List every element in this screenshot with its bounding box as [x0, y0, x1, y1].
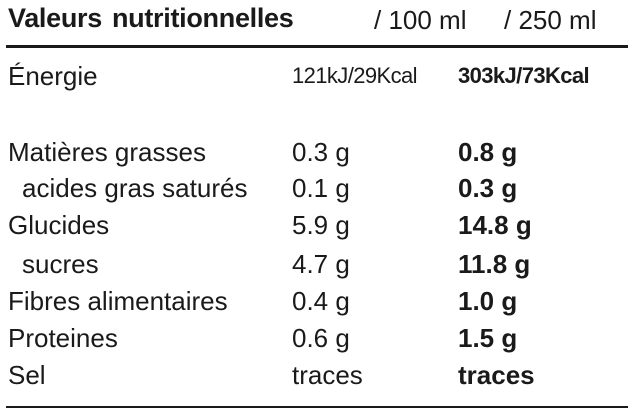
column-header-per-250ml: / 250 ml: [504, 5, 597, 35]
value-per-100ml: 4.7 g: [292, 249, 350, 279]
value-per-100ml: 5.9 g: [292, 210, 350, 240]
value-per-250ml: 303kJ/73Kcal: [458, 63, 590, 88]
table-row-saturated-fat: acides gras saturés 0.1 g 0.3 g: [0, 170, 630, 206]
table-row-fibre: Fibres alimentaires 0.4 g 1.0 g: [0, 283, 630, 319]
row-label: sucres: [22, 249, 99, 279]
row-label: Énergie: [8, 61, 98, 91]
table-row-salt: Sel traces traces: [0, 357, 630, 393]
row-label: Fibres alimentaires: [8, 286, 228, 316]
value-per-100ml: traces: [292, 360, 363, 390]
value-per-100ml: 0.3 g: [292, 137, 350, 167]
column-header-per-100ml: / 100 ml: [374, 5, 467, 35]
table-row-fat: Matières grasses 0.3 g 0.8 g: [0, 134, 630, 170]
value-per-250ml: 1.5 g: [458, 323, 518, 353]
table-row-energy: Énergie 121kJ/29Kcal 303kJ/73Kcal: [0, 58, 630, 94]
footer-divider: [6, 406, 628, 408]
value-per-250ml: 1.0 g: [458, 286, 518, 316]
value-per-100ml: 0.1 g: [292, 173, 350, 203]
row-label: acides gras saturés: [22, 173, 248, 203]
row-label: Proteines: [8, 323, 118, 353]
value-per-250ml: 14.8 g: [458, 210, 532, 240]
value-per-100ml: 0.6 g: [292, 323, 350, 353]
value-per-100ml: 121kJ/29Kcal: [292, 63, 417, 88]
row-label: Matières grasses: [8, 137, 206, 167]
table-title: Valeurs nutritionnelles: [8, 3, 294, 34]
table-row-sugars: sucres 4.7 g 11.8 g: [0, 246, 630, 282]
header-divider: [6, 45, 628, 48]
table-row-carbohydrates: Glucides 5.9 g 14.8 g: [0, 207, 630, 243]
value-per-250ml: traces: [458, 360, 535, 390]
value-per-250ml: 11.8 g: [458, 249, 531, 279]
row-label: Sel: [8, 360, 46, 390]
value-per-100ml: 0.4 g: [292, 286, 350, 316]
title-word-2: nutritionnelles: [111, 3, 294, 33]
row-label: Glucides: [8, 210, 110, 240]
value-per-250ml: 0.8 g: [458, 137, 518, 167]
title-word-1: Valeurs: [8, 3, 102, 33]
value-per-250ml: 0.3 g: [458, 173, 518, 203]
table-row-protein: Proteines 0.6 g 1.5 g: [0, 320, 630, 356]
